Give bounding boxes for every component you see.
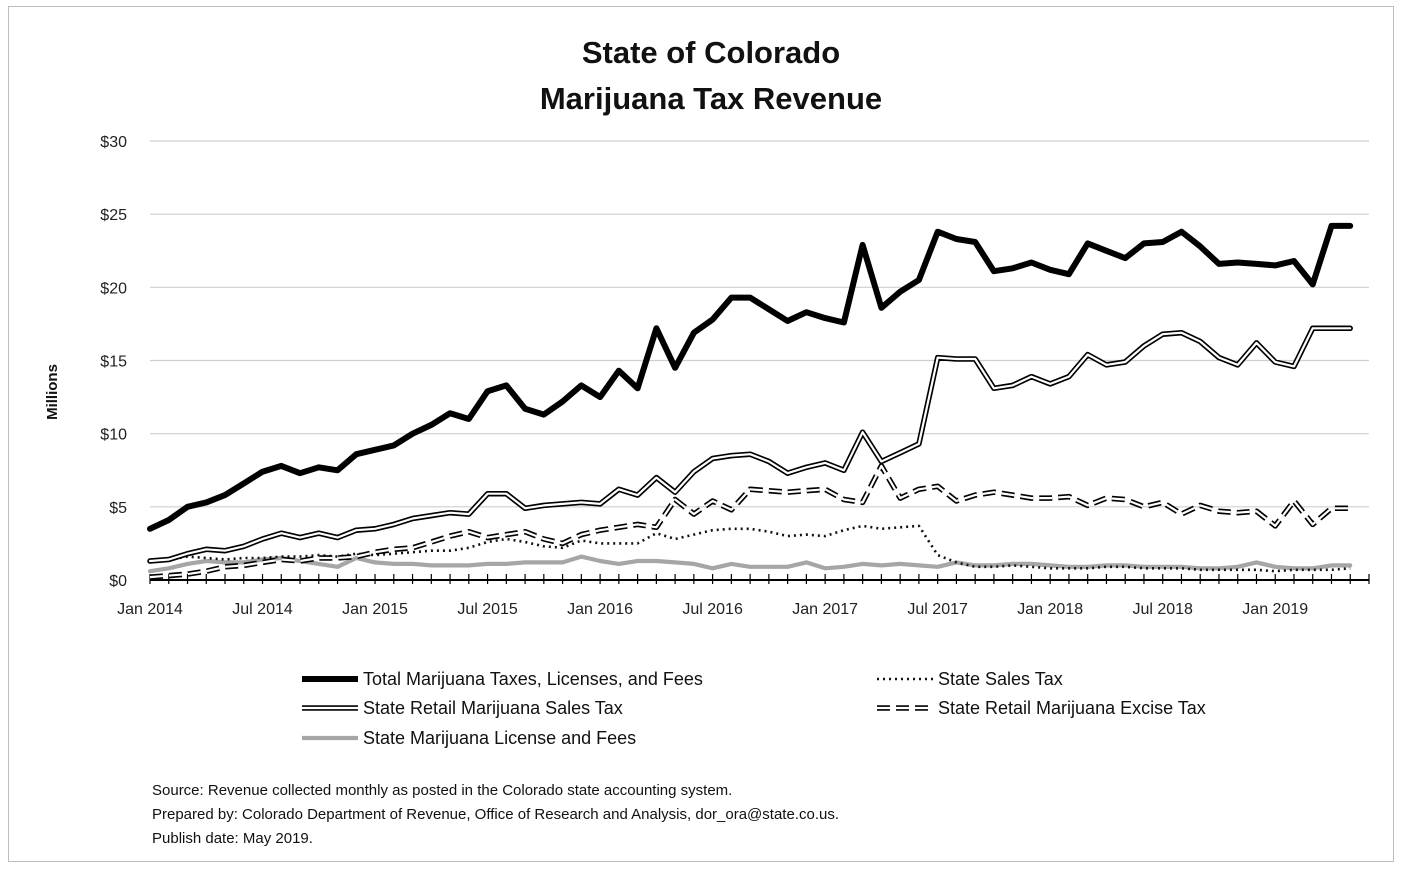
y-tick-label: $15 <box>100 354 127 371</box>
chart-title-line-2: Marijuana Tax Revenue <box>540 81 882 116</box>
legend-entry: State Retail Marijuana Sales Tax <box>302 698 623 718</box>
legend-label: Total Marijuana Taxes, Licenses, and Fee… <box>363 669 703 689</box>
series-line-0 <box>147 222 1354 532</box>
series-line-stroke <box>149 464 1351 579</box>
legend-entry: State Retail Marijuana Excise Tax <box>877 698 1206 718</box>
x-tick-label: Jan 2014 <box>117 601 183 618</box>
footnote-line: Publish date: May 2019. <box>152 830 313 847</box>
y-tick-label: $10 <box>100 427 127 444</box>
legend-label: State Retail Marijuana Excise Tax <box>938 698 1206 718</box>
legend-label: State Marijuana License and Fees <box>363 728 636 748</box>
footnotes: Source: Revenue collected monthly as pos… <box>152 782 839 847</box>
x-tick-label: Jul 2017 <box>907 601 968 618</box>
footnote-line: Source: Revenue collected monthly as pos… <box>152 782 732 799</box>
series-line-2 <box>147 325 1353 564</box>
series-line-4 <box>147 554 1353 574</box>
x-tick-label: Jan 2018 <box>1017 601 1083 618</box>
series-line-stroke <box>147 222 1354 532</box>
series-line-3 <box>149 463 1351 580</box>
legend: Total Marijuana Taxes, Licenses, and Fee… <box>302 669 1206 748</box>
x-axis: Jan 2014 Jul 2014 Jan 2015 Jul 2015 Jan 2016… <box>117 574 1370 618</box>
x-tick-label: Jul 2014 <box>232 601 293 618</box>
series-line-stroke <box>148 327 1352 563</box>
y-axis-ticks: $0 $5 $10 $15 $20 $25 $30 <box>100 134 127 590</box>
legend-entry: State Sales Tax <box>877 669 1063 689</box>
y-tick-label: $0 <box>109 573 127 590</box>
chart-title-line-1: State of Colorado <box>582 35 840 70</box>
legend-label: State Sales Tax <box>938 669 1063 689</box>
y-tick-label: $30 <box>100 134 127 151</box>
footnote-line: Prepared by: Colorado Department of Reve… <box>152 806 839 823</box>
y-tick-label: $5 <box>109 500 127 517</box>
gridlines <box>150 140 1369 508</box>
plot-area <box>147 222 1354 580</box>
chart-title: State of Colorado Marijuana Tax Revenue <box>540 35 882 116</box>
x-tick-label: Jan 2017 <box>792 601 858 618</box>
series-line-stroke <box>149 463 1351 580</box>
legend-entry: State Marijuana License and Fees <box>302 728 636 748</box>
x-tick-label: Jul 2015 <box>457 601 518 618</box>
series-line-stroke <box>147 325 1353 564</box>
legend-entry: Total Marijuana Taxes, Licenses, and Fee… <box>302 669 703 689</box>
series-line-stroke <box>147 554 1353 574</box>
x-tick-label: Jul 2016 <box>682 601 743 618</box>
legend-label: State Retail Marijuana Sales Tax <box>363 698 623 718</box>
x-tick-label: Jan 2016 <box>567 601 633 618</box>
x-tick-label: Jan 2019 <box>1242 601 1308 618</box>
y-axis-title: Millions <box>44 364 61 420</box>
y-tick-label: $20 <box>100 280 127 297</box>
y-tick-label: $25 <box>100 207 127 224</box>
x-tick-label: Jan 2015 <box>342 601 408 618</box>
x-tick-label: Jul 2018 <box>1132 601 1193 618</box>
data-point <box>860 523 865 528</box>
